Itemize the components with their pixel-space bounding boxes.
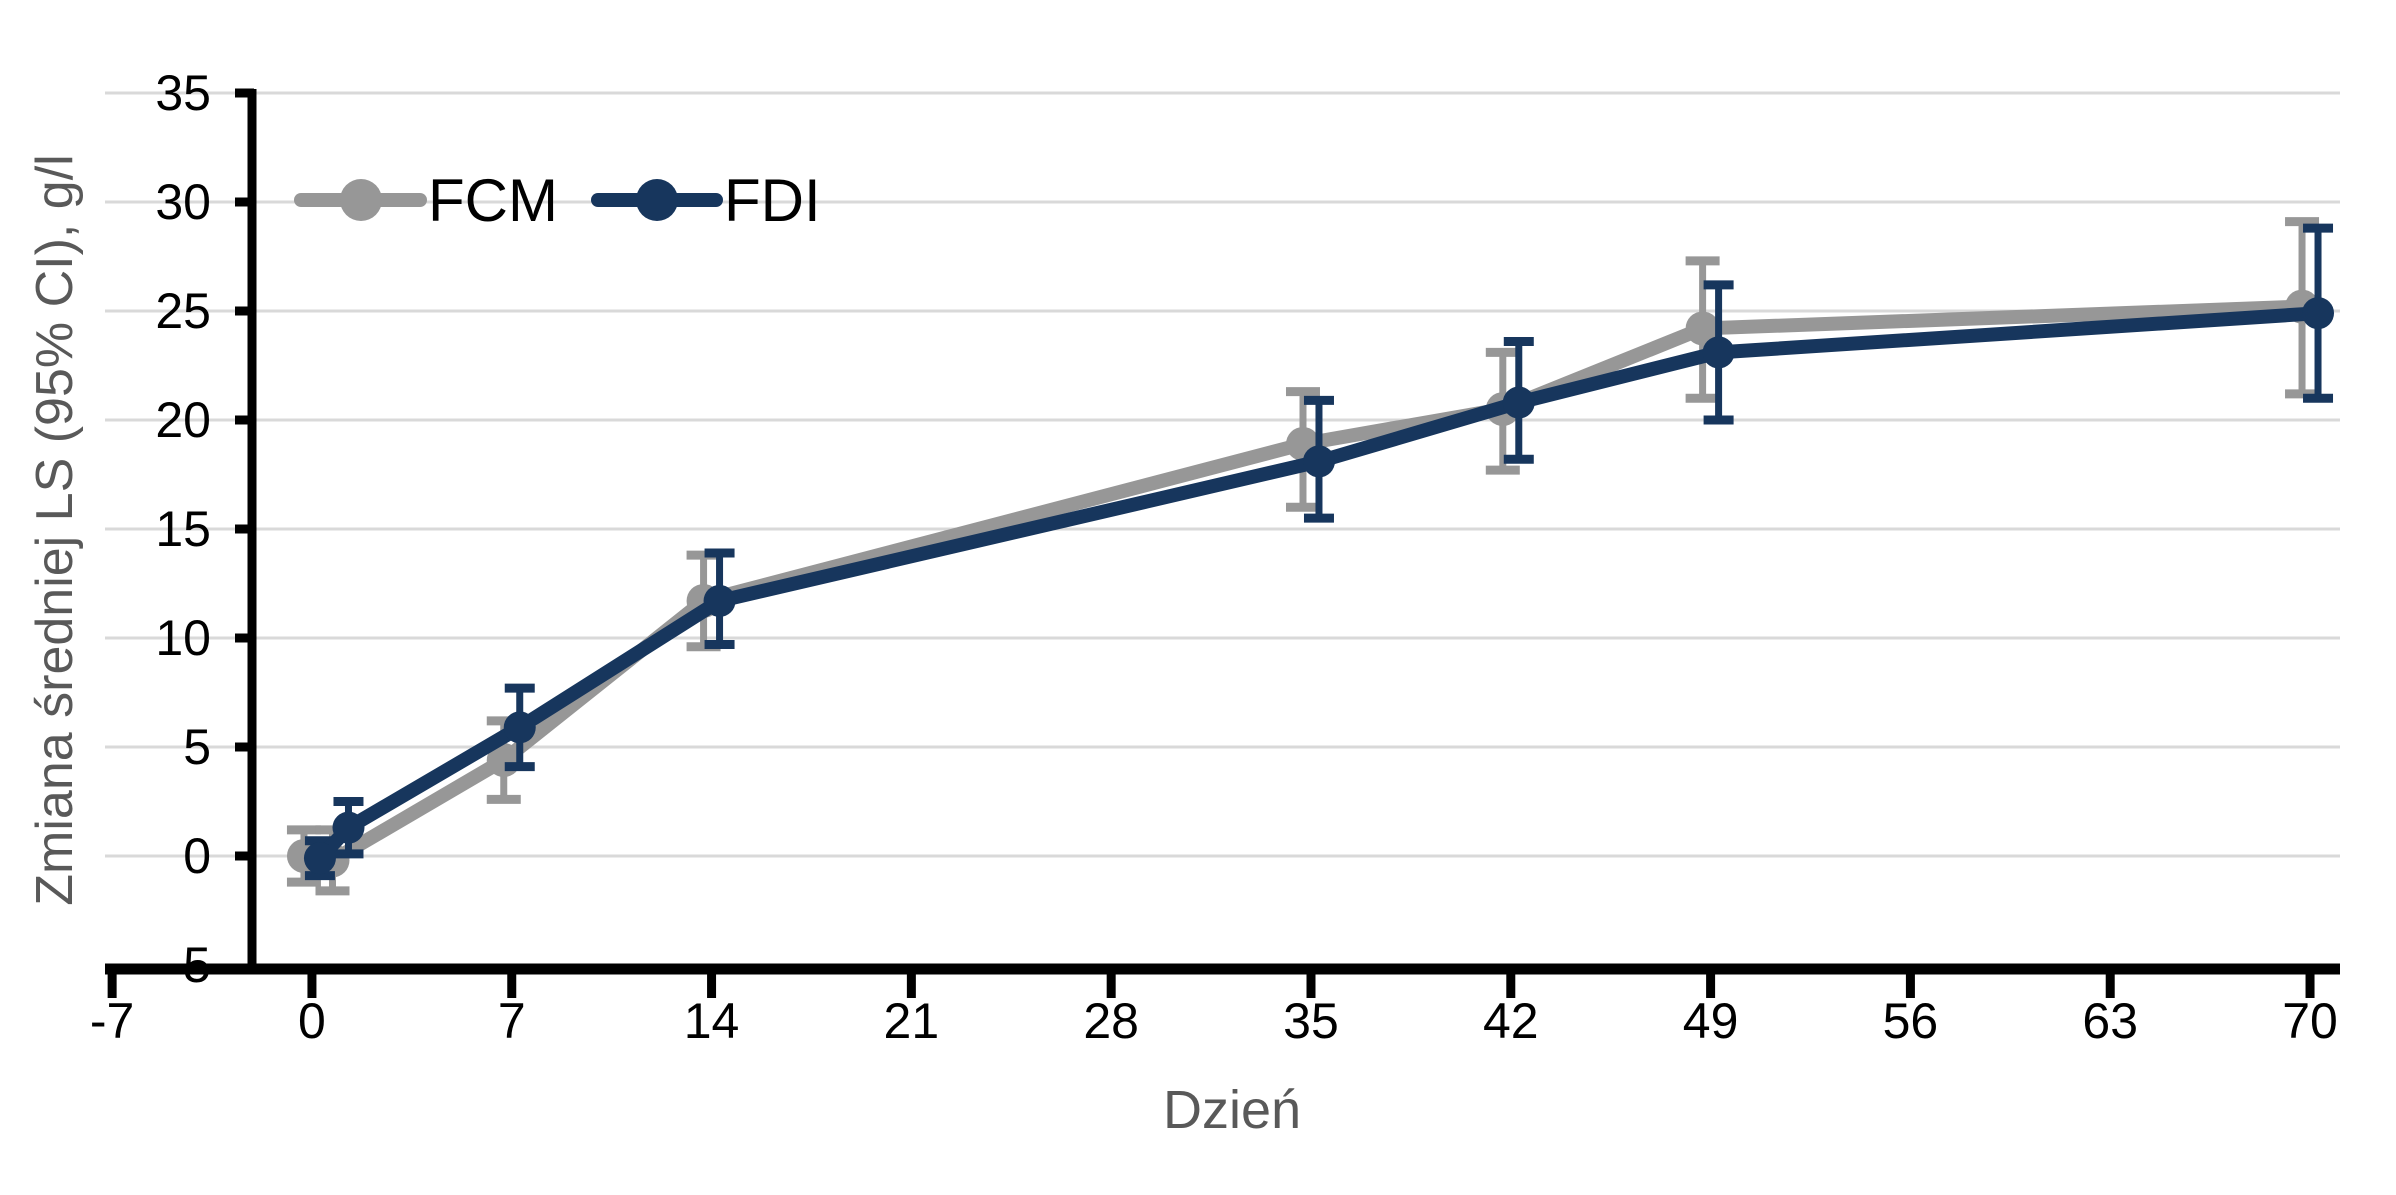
x-tick-label: -7 (90, 993, 134, 1049)
data-point-fdi-day14 (703, 584, 736, 617)
axes (105, 88, 2340, 998)
y-tick-label: 5 (183, 719, 211, 775)
x-tick-label: 70 (2282, 993, 2338, 1049)
fdi-marker-icon (636, 179, 678, 221)
series-fdi (303, 223, 2335, 881)
y-tick-label: -5 (167, 937, 211, 993)
x-tick-label: 7 (498, 993, 526, 1049)
legend-item-fcm: FCM (294, 167, 558, 234)
series-line-fdi (312, 306, 2326, 866)
x-tick-label: 49 (1683, 993, 1739, 1049)
series-fcm (286, 217, 2320, 896)
x-tick-label: 14 (684, 993, 740, 1049)
legend-label-fcm: FCM (428, 167, 558, 234)
x-tick-label: 21 (884, 993, 940, 1049)
legend: FCM FDI (294, 167, 821, 234)
data-point-fcm-day49 (1685, 311, 1720, 346)
y-tick-label: 15 (155, 501, 211, 557)
x-tick-label: 63 (2082, 993, 2138, 1049)
series-line-fcm (296, 299, 2310, 868)
x-tick-label: 56 (1883, 993, 1939, 1049)
data-series (286, 217, 2335, 896)
y-tick-label: 30 (155, 174, 211, 230)
y-tick-label: 35 (155, 65, 211, 121)
legend-label-fdi: FDI (724, 167, 821, 234)
y-tick-label: 25 (155, 283, 211, 339)
legend-item-fdi: FDI (591, 167, 821, 234)
y-axis-title: Zmiana średniej LS (95% CI), g/l (26, 154, 84, 905)
x-tick-label: 0 (298, 993, 326, 1049)
data-point-fdi-day42 (1502, 386, 1535, 419)
data-point-fdi-day35 (1302, 445, 1335, 478)
data-point-fdi-day70 (2302, 297, 2335, 330)
x-tick-label: 35 (1283, 993, 1339, 1049)
x-tick-label: 28 (1083, 993, 1139, 1049)
data-point-fdi-day49 (1702, 336, 1735, 369)
y-tick-label: 10 (155, 610, 211, 666)
data-point-fdi-day0 (303, 842, 336, 875)
x-axis-title: Dzień (1163, 1080, 1301, 1140)
data-point-fdi-day7 (503, 711, 536, 744)
x-tick-label: 42 (1483, 993, 1539, 1049)
tick-labels: 35 30 25 20 15 10 5 0 -5 -7 0 7 14 21 28 35 42 49 56 63 70 (90, 65, 2338, 1049)
y-tick-label: 0 (183, 828, 211, 884)
data-point-fdi-day1 (332, 811, 365, 844)
y-tick-label: 20 (155, 392, 211, 448)
fcm-marker-icon (340, 179, 382, 221)
